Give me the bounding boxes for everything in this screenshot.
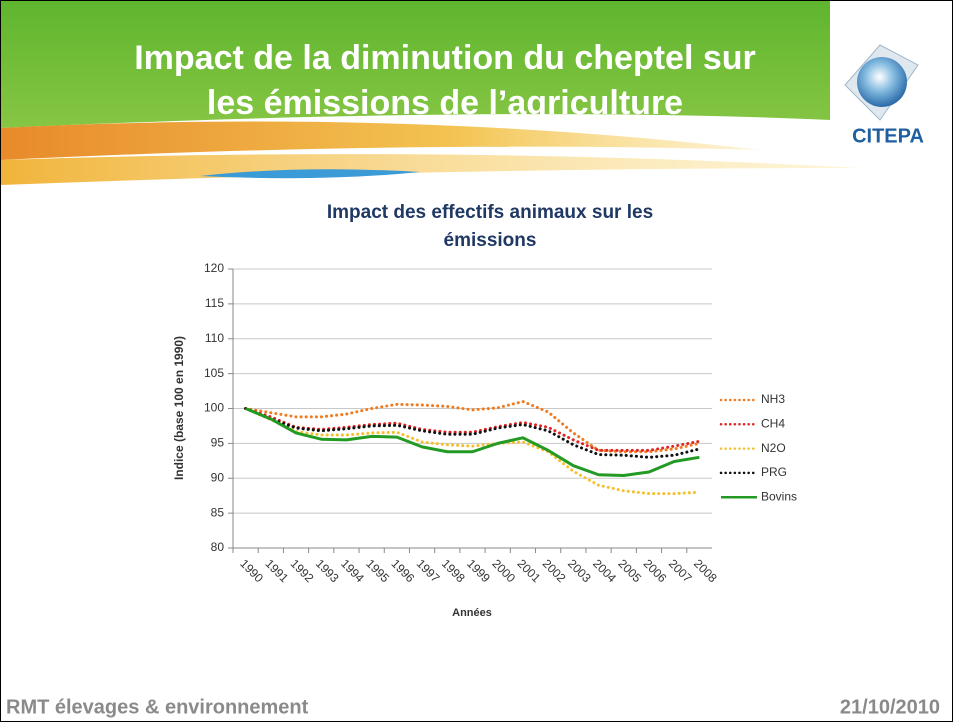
y-tick-label: 110 bbox=[205, 331, 224, 345]
y-tick-label: 85 bbox=[211, 505, 225, 519]
legend-label: PRG bbox=[761, 465, 787, 479]
y-tick-label: 95 bbox=[211, 436, 225, 450]
legend-label: N2O bbox=[761, 441, 786, 455]
x-axis-label: Années bbox=[452, 607, 492, 619]
y-tick-label: 120 bbox=[204, 261, 224, 275]
legend-label: Bovins bbox=[761, 489, 797, 503]
slide-title: Impact de la diminution du cheptel sur bbox=[134, 39, 756, 77]
footer-left: RMT élevages & environnement bbox=[6, 696, 309, 718]
chart-title: émissions bbox=[444, 230, 537, 251]
footer-right: 21/10/2010 bbox=[840, 696, 940, 718]
legend-label: CH4 bbox=[761, 416, 785, 430]
y-tick-label: 90 bbox=[211, 470, 225, 484]
y-axis-label: Indice (base 100 en 1990) bbox=[172, 336, 186, 480]
y-tick-label: 80 bbox=[211, 540, 225, 554]
chart-title: Impact des effectifs animaux sur les bbox=[327, 202, 653, 223]
y-tick-label: 115 bbox=[205, 296, 224, 310]
slide: Impact de la diminution du cheptel sur l… bbox=[0, 0, 953, 722]
y-tick-label: 100 bbox=[204, 401, 224, 415]
logo-text: CITEPA bbox=[852, 125, 924, 147]
logo-globe bbox=[857, 57, 907, 107]
slide-title: les émissions de l’agriculture bbox=[207, 84, 683, 122]
y-tick-label: 105 bbox=[204, 366, 224, 380]
legend-label: NH3 bbox=[761, 392, 785, 406]
